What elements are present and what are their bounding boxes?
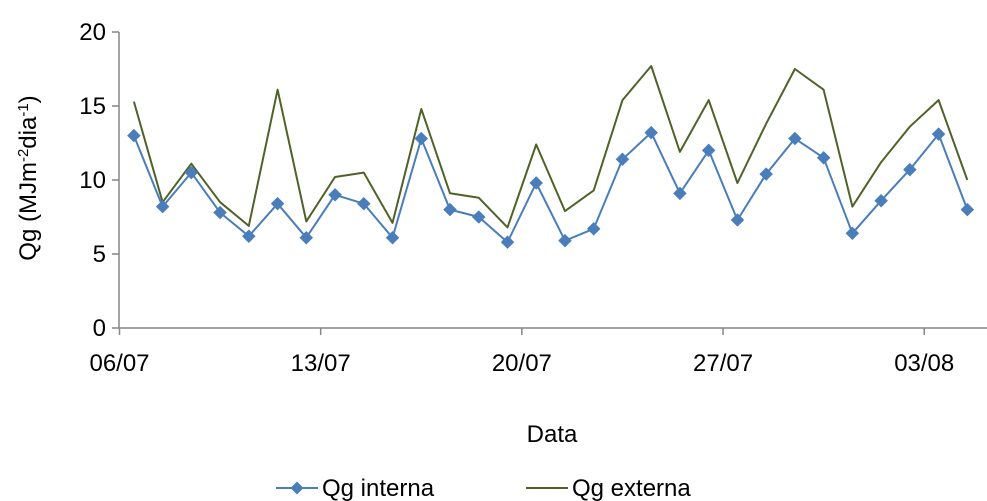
axes bbox=[118, 32, 987, 329]
data-point-qg-interna bbox=[759, 167, 774, 181]
x-tick-label: 13/07 bbox=[291, 350, 351, 377]
data-point-qg-interna bbox=[558, 233, 572, 248]
data-point-qg-interna bbox=[270, 196, 285, 211]
data-point-qg-interna bbox=[500, 235, 515, 250]
x-axis-ticks: 06/07 13/07 20/07 27/07 03/08 bbox=[89, 328, 954, 377]
x-tick-label: 27/07 bbox=[693, 350, 753, 377]
series-qg-externa bbox=[132, 65, 969, 229]
y-tick-label: 15 bbox=[79, 93, 106, 120]
data-point-qg-interna bbox=[241, 229, 256, 244]
data-point-qg-interna bbox=[127, 128, 141, 143]
legend-label-qg-externa: Qg externa bbox=[572, 475, 691, 501]
data-point-qg-interna bbox=[385, 230, 400, 245]
data-point-qg-interna bbox=[586, 221, 601, 236]
y-axis-label: Qg (MJm-2dia-1) bbox=[15, 95, 43, 260]
data-point-qg-interna bbox=[184, 165, 199, 180]
y-axis-label-sup1: -2 bbox=[15, 149, 32, 162]
legend: Qg interna Qg externa bbox=[276, 475, 691, 501]
data-point-qg-interna bbox=[529, 176, 544, 190]
legend-marker-qg-interna bbox=[290, 481, 304, 495]
data-point-qg-interna bbox=[730, 213, 745, 227]
data-point-qg-interna bbox=[960, 202, 975, 217]
legend-label-qg-interna: Qg interna bbox=[322, 475, 435, 501]
data-point-qg-interna bbox=[701, 143, 716, 158]
y-tick-label: 0 bbox=[93, 315, 106, 342]
y-axis-label-sup2: -1 bbox=[15, 103, 32, 116]
data-point-qg-interna bbox=[155, 199, 170, 214]
data-point-qg-interna bbox=[213, 205, 227, 220]
data-point-qg-interna bbox=[615, 152, 630, 167]
data-point-qg-interna bbox=[673, 186, 687, 201]
data-point-qg-interna bbox=[931, 127, 946, 141]
data-point-qg-interna bbox=[356, 196, 371, 211]
data-point-qg-interna bbox=[644, 125, 659, 140]
x-tick-label: 03/08 bbox=[894, 350, 954, 377]
data-point-qg-interna bbox=[414, 131, 429, 146]
data-point-qg-interna bbox=[902, 162, 917, 177]
data-point-qg-interna bbox=[471, 210, 486, 224]
x-axis-label: Data bbox=[527, 421, 578, 448]
data-point-qg-interna bbox=[443, 202, 457, 217]
series-line-qg-interna bbox=[132, 131, 969, 244]
data-point-qg-interna bbox=[788, 131, 802, 146]
data-point-qg-interna bbox=[328, 187, 342, 202]
series-layer bbox=[127, 65, 975, 250]
y-tick-label: 10 bbox=[79, 167, 106, 194]
series-line-qg-externa bbox=[132, 65, 969, 229]
data-point-qg-interna bbox=[874, 193, 888, 208]
data-point-qg-interna bbox=[816, 150, 831, 165]
data-point-qg-interna bbox=[845, 226, 860, 241]
x-tick-label: 20/07 bbox=[492, 350, 552, 377]
x-tick-label: 06/07 bbox=[89, 350, 149, 377]
y-axis-ticks: 0 5 10 15 20 bbox=[79, 19, 119, 342]
series-qg-interna bbox=[127, 125, 975, 250]
data-point-qg-interna bbox=[299, 230, 314, 245]
y-tick-label: 5 bbox=[93, 241, 106, 268]
y-tick-label: 20 bbox=[79, 19, 106, 46]
